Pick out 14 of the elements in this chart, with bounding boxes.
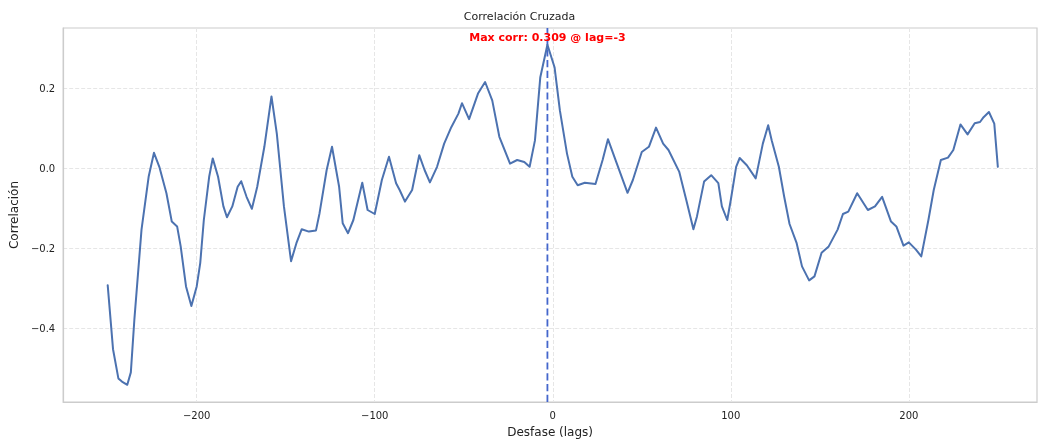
x-tick-label: 100 xyxy=(721,409,741,421)
y-tick-label: 0.2 xyxy=(39,82,56,94)
line-series xyxy=(106,43,999,386)
x-tick-label: 0 xyxy=(549,409,556,421)
x-axis-title: Desfase (lags) xyxy=(507,425,594,439)
x-tick-label: 200 xyxy=(899,409,919,421)
y-tick-label: 0.0 xyxy=(39,162,56,174)
annotation: Max corr: 0.309 @ lag=-3 xyxy=(469,30,626,44)
y-axis-title: Correlación xyxy=(7,180,21,250)
y-tick-label: −0.2 xyxy=(30,242,56,254)
x-tick-label: −200 xyxy=(182,409,211,421)
y-tick-label: −0.4 xyxy=(30,322,56,334)
chart-title: Correlación Cruzada xyxy=(463,10,576,23)
x-tick-label: −100 xyxy=(361,409,389,421)
